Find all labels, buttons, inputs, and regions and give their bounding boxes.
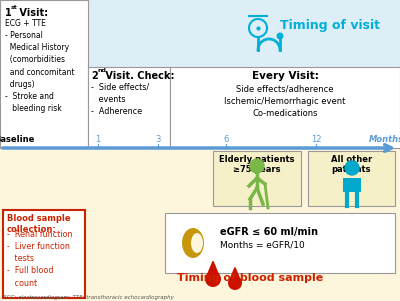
Text: Side effects/adherence
Ischemic/Hemorrhagic event
Co-medications: Side effects/adherence Ischemic/Hemorrha… [224,84,346,118]
Bar [170,67,400,148]
Bar [213,151,301,206]
Text: Baseline: Baseline [0,135,34,144]
Bar [165,213,395,273]
Bar [3,210,85,298]
Text: Elderly patients
≥75 years: Elderly patients ≥75 years [219,155,295,174]
Circle shape [276,33,284,39]
Text: Blood sample
collection:: Blood sample collection: [7,214,71,234]
Text: eGFR ≤ 60 ml/min: eGFR ≤ 60 ml/min [220,227,318,237]
Text: 6: 6 [223,135,229,144]
Ellipse shape [191,233,203,253]
Text: st: st [11,5,18,10]
Text: -  Renal function
-  Liver function
   tests
-  Full blood
   count: - Renal function - Liver function tests … [7,230,72,287]
Text: ECG + TTE
- Personal
  Medical History
  (comorbidities
  and concomitant
  drug: ECG + TTE - Personal Medical History (co… [5,19,74,113]
Text: 12: 12 [311,135,321,144]
Bar [308,151,395,206]
Text: 1: 1 [95,135,101,144]
Circle shape [205,271,221,287]
Bar [0,148,400,301]
Polygon shape [208,261,218,275]
Ellipse shape [182,228,204,258]
Text: Timing of blood sample: Timing of blood sample [177,273,323,283]
Text: Timing of visit: Timing of visit [280,20,380,33]
Text: 2: 2 [91,71,98,81]
Text: -  Side effects/
   events
-  Adherence: - Side effects/ events - Adherence [91,83,149,116]
Bar [88,67,170,148]
Text: 1: 1 [5,8,12,18]
Text: nd: nd [97,68,106,73]
Bar [0,0,400,148]
Text: Months: Months [368,135,400,144]
Text: Every Visit:: Every Visit: [252,71,318,81]
Text: ECG: electrocardiogram; TTE: transthoracic echocardiography: ECG: electrocardiogram; TTE: transthorac… [3,295,174,300]
Circle shape [228,276,242,290]
Text: 3: 3 [155,135,161,144]
Bar [343,178,361,192]
Bar [0,0,88,148]
Text: All other
patients: All other patients [331,155,372,174]
Circle shape [345,161,359,175]
Circle shape [250,159,264,173]
Text: Months = eGFR/10: Months = eGFR/10 [220,241,305,250]
Text: Visit:: Visit: [16,8,48,18]
Polygon shape [230,268,240,280]
Text: Visit. Check:: Visit. Check: [102,71,174,81]
